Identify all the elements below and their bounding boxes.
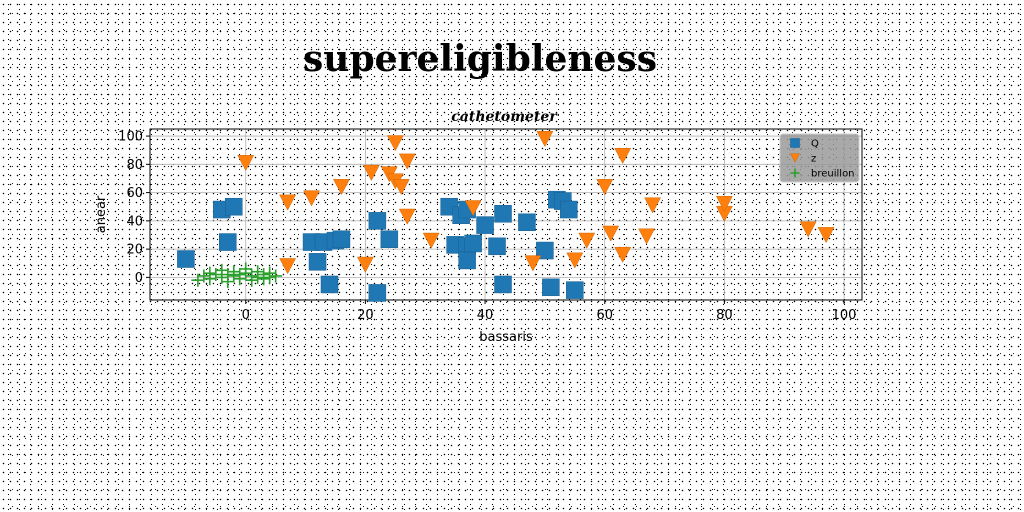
data-point (398, 153, 416, 170)
series-plus (191, 262, 283, 289)
data-point (239, 262, 253, 276)
y-tick-label: 60 (126, 186, 143, 201)
y-axis-label: anear (94, 195, 109, 233)
data-point (380, 230, 399, 248)
data-point (817, 227, 835, 244)
data-point (464, 200, 482, 217)
data-point (422, 232, 440, 249)
data-point (356, 256, 374, 273)
data-point (458, 251, 476, 270)
data-point (566, 281, 584, 299)
data-point (488, 237, 506, 256)
data-point (245, 273, 259, 287)
data-point (177, 250, 195, 268)
data-point (464, 234, 482, 253)
data-point (566, 252, 584, 269)
plot-area (149, 128, 863, 301)
y-tick-label: 20 (126, 243, 143, 258)
legend-marker (790, 153, 800, 163)
x-tick-label: 40 (477, 308, 494, 323)
data-point (494, 205, 512, 223)
series-square (177, 190, 584, 302)
data-point (227, 269, 241, 283)
x-tick-label: 20 (357, 308, 374, 323)
data-point (476, 216, 494, 234)
data-point (303, 190, 320, 207)
data-point (638, 228, 656, 245)
data-point (233, 272, 247, 286)
data-point (219, 233, 237, 251)
y-tick-label: 40 (126, 214, 143, 229)
legend-label: z (811, 154, 816, 165)
data-point (614, 246, 632, 263)
data-point (279, 258, 297, 275)
data-point (368, 284, 387, 302)
data-point (602, 225, 620, 242)
series-triangle-down (237, 131, 835, 275)
data-point (524, 255, 542, 272)
data-point (398, 208, 416, 225)
data-point (362, 164, 380, 181)
legend-label: Q (811, 139, 819, 150)
legend-label: breuillon (811, 169, 855, 180)
legend: Qz breuillon (779, 133, 860, 183)
page-title: supereligibleness (303, 38, 657, 80)
data-point (197, 269, 211, 283)
data-point (392, 179, 410, 196)
data-point (494, 275, 512, 294)
legend-marker (790, 138, 800, 148)
y-tick-label: 0 (135, 271, 143, 286)
data-point (320, 275, 339, 294)
data-point (715, 196, 733, 213)
data-point (269, 269, 283, 283)
data-point (368, 212, 387, 230)
data-point (536, 131, 554, 148)
data-point (333, 179, 350, 196)
data-point (332, 230, 351, 248)
data-point (221, 275, 235, 289)
data-point (560, 200, 578, 219)
data-points (177, 131, 835, 302)
data-point (644, 197, 662, 214)
data-point (225, 197, 243, 216)
data-point (799, 221, 817, 238)
data-point (518, 213, 536, 232)
data-point (263, 270, 277, 284)
x-tick-label: 60 (596, 308, 613, 323)
x-axis-label: bassaris (479, 330, 533, 345)
x-tick-label: 80 (716, 308, 733, 323)
chart-title: cathetometer (451, 109, 558, 125)
data-point (578, 232, 596, 249)
data-point (279, 194, 297, 211)
legend-marker (790, 168, 800, 178)
x-tick-label: 0 (242, 308, 250, 323)
data-point (386, 135, 404, 152)
data-point (251, 270, 265, 284)
data-point (596, 179, 614, 196)
data-point (308, 253, 327, 271)
y-tick-label: 80 (126, 158, 143, 173)
grid (150, 129, 862, 300)
data-point (614, 148, 632, 164)
axis-ticks: 0 20 40 60 80 100 0 20 40 60 80 100 (118, 130, 856, 323)
data-point (536, 241, 554, 260)
y-tick-label: 100 (118, 130, 143, 145)
x-tick-label: 100 (832, 308, 857, 323)
data-point (257, 272, 271, 286)
data-point (237, 155, 255, 172)
data-point (542, 278, 560, 297)
